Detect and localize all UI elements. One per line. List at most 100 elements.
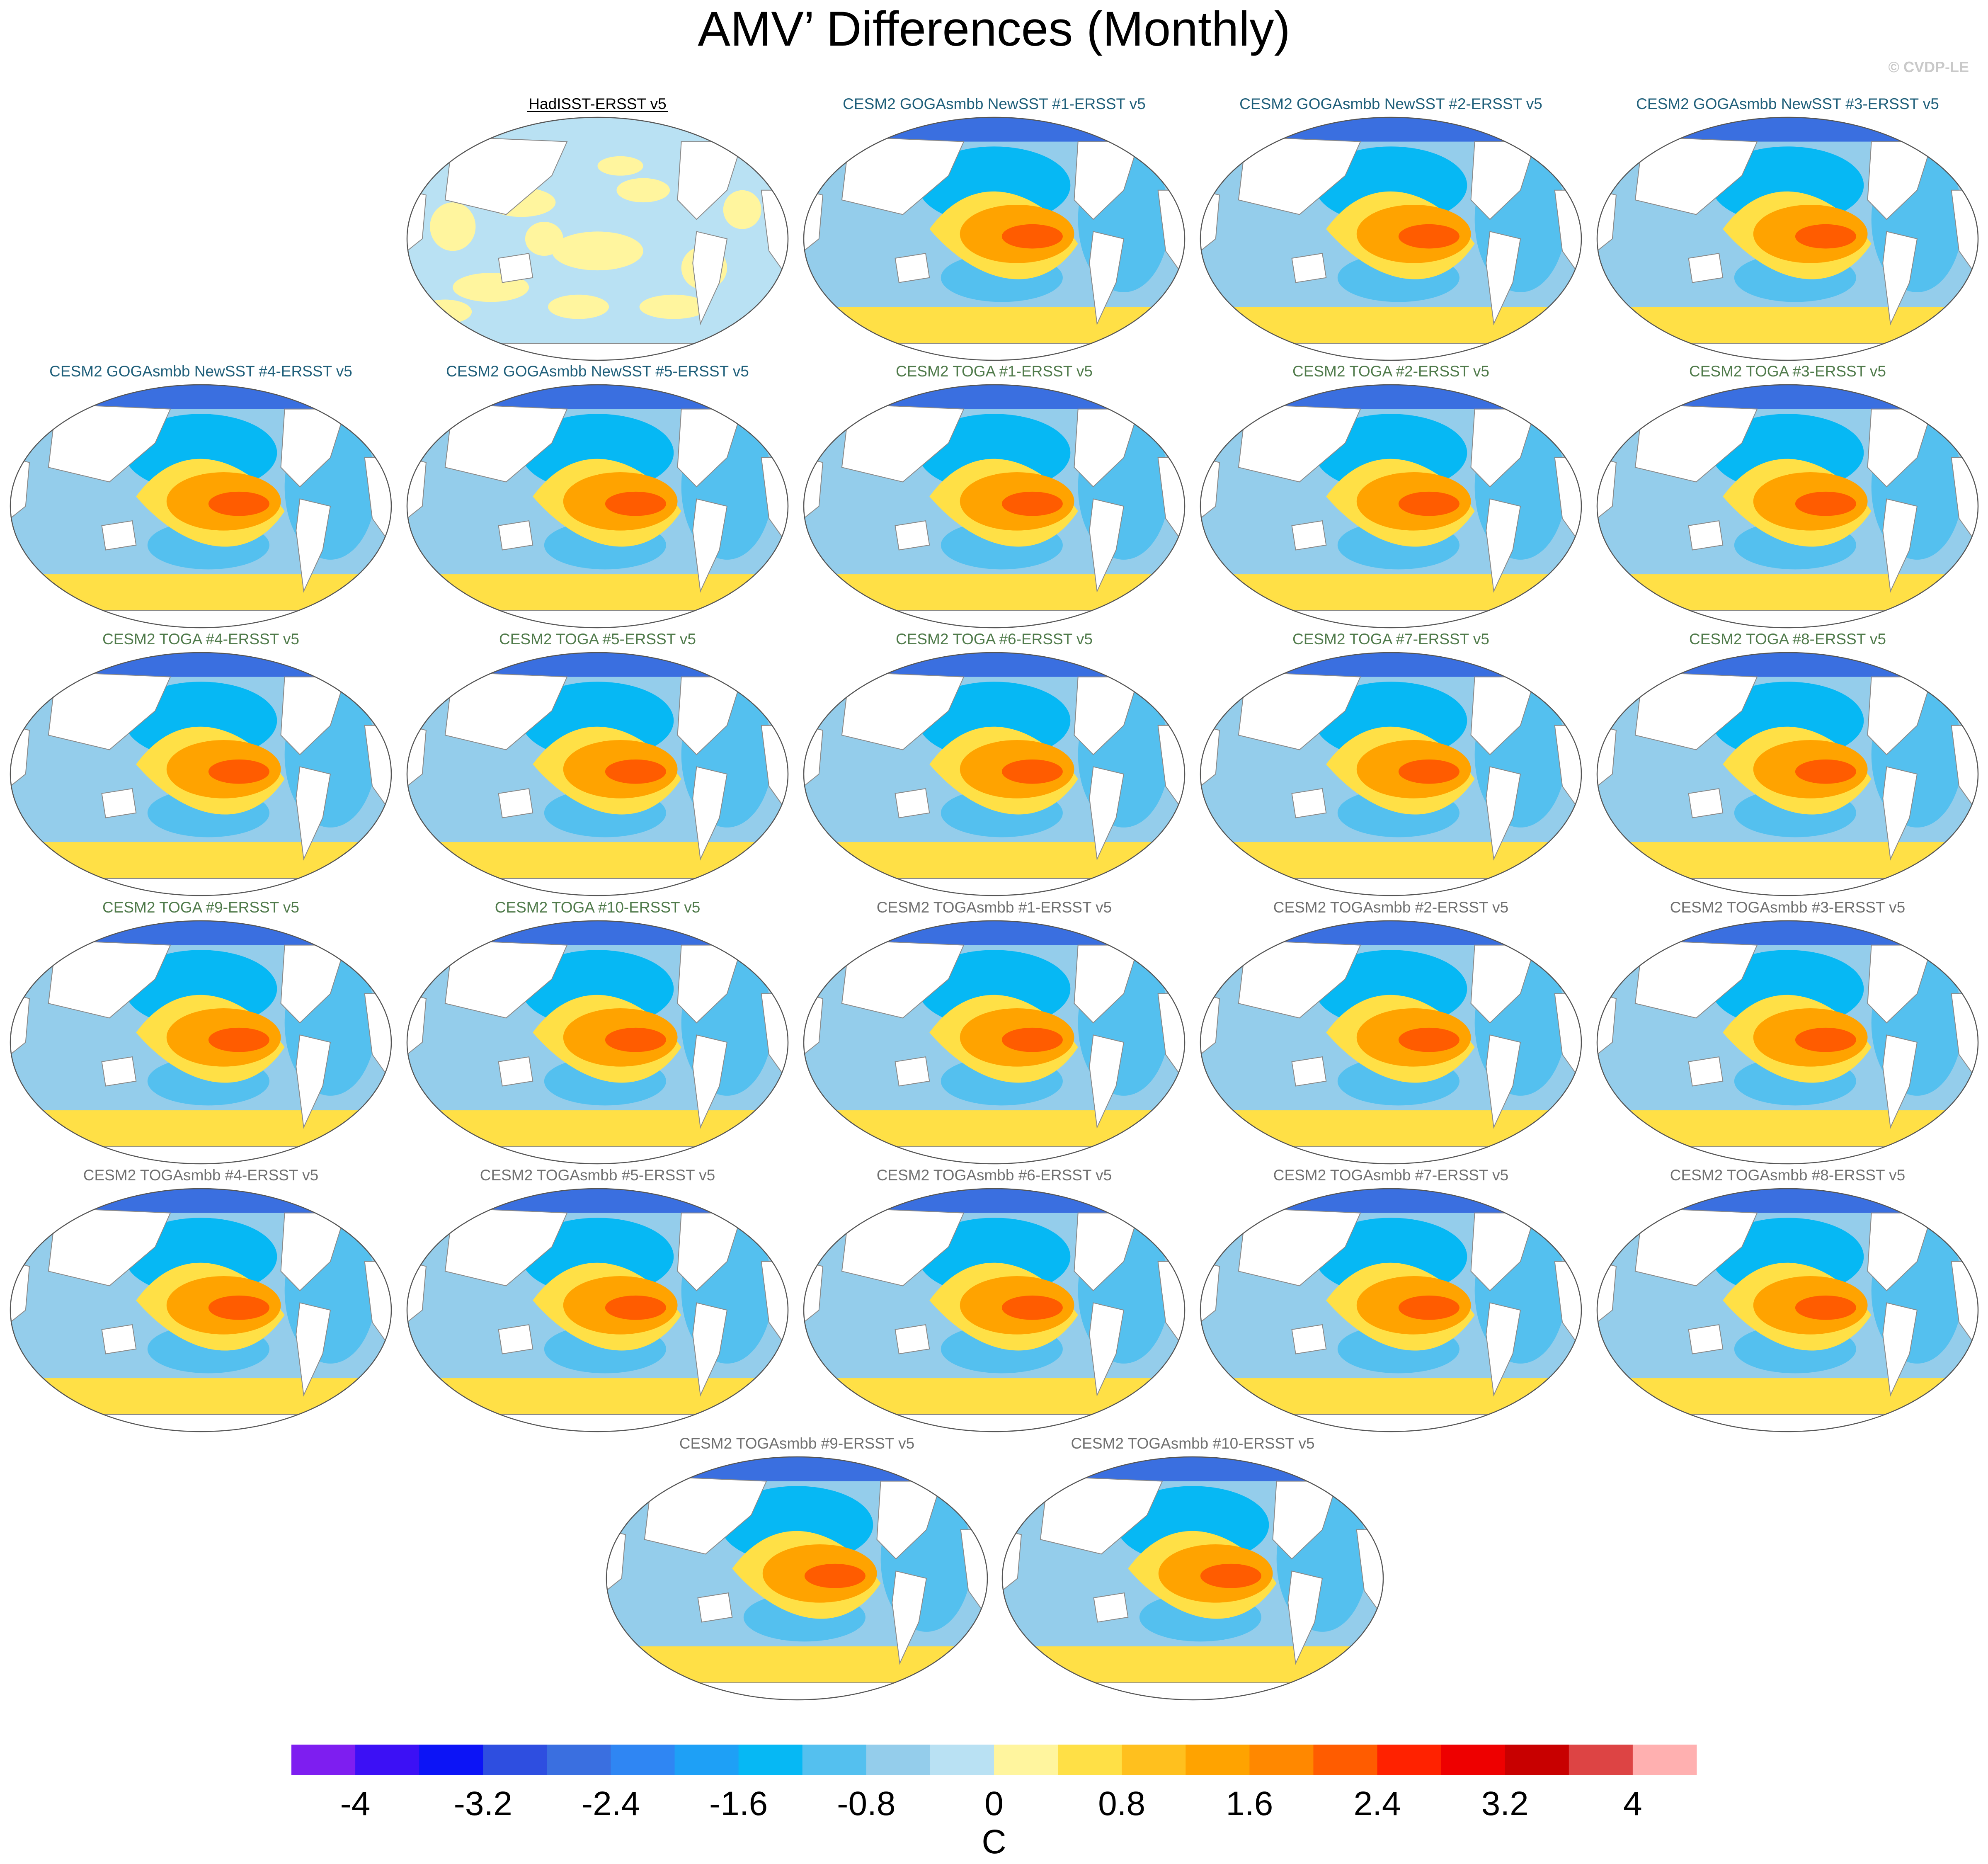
- panel-title: CESM2 TOGA #6-ERSST v5: [896, 631, 1093, 648]
- panel-title: CESM2 TOGAsmbb #2-ERSST v5: [1273, 899, 1509, 916]
- map-outline: [1200, 384, 1582, 629]
- australia-land: [1291, 520, 1327, 551]
- south-america-land: [1882, 1034, 1918, 1129]
- south-america-land: [1882, 498, 1918, 593]
- colorbar-tick-label: -3.2: [454, 1785, 512, 1823]
- antarctica-land: [1597, 342, 1978, 360]
- panel-title: CESM2 TOGA #5-ERSST v5: [499, 631, 696, 648]
- pacific-warm-core: [1795, 1295, 1856, 1320]
- arctic-band: [804, 653, 1185, 677]
- panel-title: CESM2 TOGAsmbb #4-ERSST v5: [83, 1167, 319, 1184]
- antarctica-land: [1597, 1414, 1978, 1432]
- arctic-band: [606, 1457, 987, 1481]
- colorbar-swatch: [611, 1745, 675, 1775]
- map-panel-grid: HadISST-ERSST v5 CESM2 GOGAsmbb NewSST #1…: [10, 95, 1979, 1701]
- map-outline: [406, 116, 789, 361]
- antarctica-land: [407, 610, 788, 628]
- arctic-band: [804, 1189, 1185, 1213]
- colorbar-tick-label: -2.4: [582, 1785, 640, 1823]
- arctic-band: [1597, 1189, 1978, 1213]
- colorbar-tick-label: 0.8: [1098, 1785, 1145, 1823]
- australia-land: [895, 253, 930, 283]
- australia-land: [498, 1324, 533, 1354]
- panel-title: CESM2 TOGAsmbb #7-ERSST v5: [1273, 1167, 1509, 1184]
- colorbar-swatch: [1441, 1745, 1506, 1775]
- asia-land: [841, 136, 965, 215]
- pacific-warm-core: [1398, 224, 1459, 249]
- south-america-land: [1882, 1302, 1918, 1397]
- asia-land: [1040, 1476, 1163, 1555]
- map-outline: [803, 116, 1186, 361]
- asia-land: [1634, 939, 1758, 1019]
- map-outline: [1200, 116, 1582, 361]
- south-america-land: [692, 1034, 728, 1129]
- antarctica-land: [1002, 1682, 1383, 1700]
- pacific-warm-core: [605, 1295, 666, 1320]
- arctic-band: [1002, 1457, 1383, 1481]
- australia-land: [101, 1056, 137, 1087]
- asia-land: [1238, 939, 1361, 1019]
- australia-land: [1291, 253, 1327, 283]
- australia-land: [1291, 1324, 1327, 1354]
- colorbar-swatch: [483, 1745, 547, 1775]
- antarctica-land: [1200, 878, 1581, 896]
- colorbar-swatch: [419, 1745, 483, 1775]
- pacific-warm-core: [1001, 1295, 1063, 1320]
- panel-title: CESM2 TOGAsmbb #1-ERSST v5: [877, 899, 1112, 916]
- pacific-warm-core: [208, 1027, 269, 1052]
- antarctica-land: [804, 878, 1185, 896]
- australia-land: [1291, 1056, 1327, 1087]
- map-outline: [406, 384, 789, 629]
- antarctica-land: [10, 1414, 391, 1432]
- map-panel: CESM2 TOGA #5-ERSST v5: [406, 631, 789, 896]
- antarctica-land: [1597, 878, 1978, 896]
- south-america-land: [296, 1034, 331, 1129]
- asia-land: [48, 939, 171, 1019]
- asia-land: [1238, 1207, 1361, 1286]
- map-panel: CESM2 GOGAsmbb NewSST #5-ERSST v5: [406, 363, 789, 629]
- panel-title: CESM2 TOGAsmbb #5-ERSST v5: [480, 1167, 715, 1184]
- asia-land: [48, 1207, 171, 1286]
- arctic-band: [1200, 385, 1581, 409]
- map-panel: CESM2 TOGAsmbb #2-ERSST v5: [1200, 899, 1582, 1165]
- map-outline: [1596, 920, 1979, 1165]
- arctic-band: [407, 385, 788, 409]
- pacific-warm-core: [605, 759, 666, 784]
- colorbar-swatch: [1569, 1745, 1633, 1775]
- antarctica-land: [10, 878, 391, 896]
- colorbar-swatch: [994, 1745, 1058, 1775]
- map-outline: [10, 920, 392, 1165]
- panel-title: CESM2 TOGA #1-ERSST v5: [896, 363, 1093, 380]
- arctic-band: [1200, 653, 1581, 677]
- arctic-band: [10, 1189, 391, 1213]
- panel-title: CESM2 TOGA #2-ERSST v5: [1292, 363, 1489, 380]
- panel-title: CESM2 TOGAsmbb #10-ERSST v5: [1071, 1435, 1314, 1452]
- colorbar-swatch: [930, 1745, 994, 1775]
- colorbar-tick-label: -0.8: [837, 1785, 895, 1823]
- panel-title: CESM2 GOGAsmbb NewSST #3-ERSST v5: [1636, 95, 1939, 112]
- pacific-warm-core: [605, 1027, 666, 1052]
- antarctica-land: [10, 610, 391, 628]
- antarctica-land: [804, 1146, 1185, 1164]
- arctic-band: [1200, 117, 1581, 142]
- asia-land: [841, 939, 965, 1019]
- panel-title: CESM2 TOGAsmbb #6-ERSST v5: [877, 1167, 1112, 1184]
- map-outline: [1200, 1188, 1582, 1432]
- pacific-warm-core: [804, 1563, 866, 1588]
- map-panel: CESM2 TOGAsmbb #1-ERSST v5: [803, 899, 1186, 1165]
- pacific-warm-core: [208, 759, 269, 784]
- antarctica-land: [1200, 610, 1581, 628]
- map-panel: CESM2 TOGA #4-ERSST v5: [10, 631, 392, 896]
- map-panel: CESM2 TOGAsmbb #4-ERSST v5: [10, 1167, 392, 1432]
- asia-land: [644, 1476, 767, 1555]
- map-panel: CESM2 TOGA #9-ERSST v5: [10, 899, 392, 1165]
- map-outline: [10, 652, 392, 896]
- asia-land: [444, 671, 568, 750]
- south-america-land: [692, 498, 728, 593]
- antarctica-land: [10, 1146, 391, 1164]
- colorbar-tick-label: 0: [984, 1785, 1004, 1823]
- map-outline: [10, 384, 392, 629]
- asia-land: [1634, 136, 1758, 215]
- south-america-land: [692, 231, 728, 325]
- south-america-land: [296, 1302, 331, 1397]
